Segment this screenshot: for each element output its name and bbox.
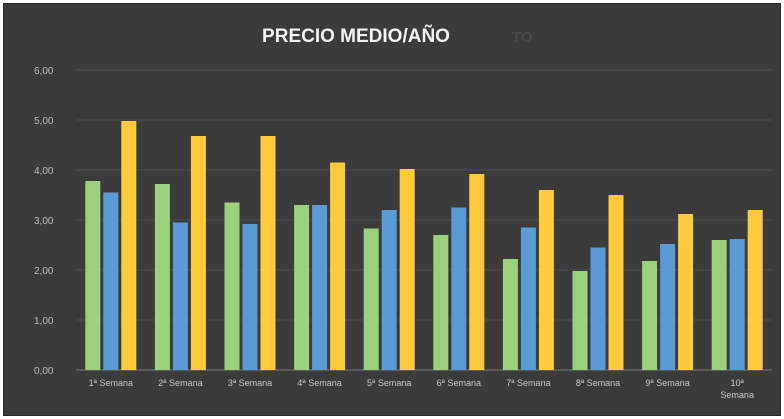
bar xyxy=(121,121,137,370)
bar xyxy=(154,184,170,370)
x-category-label: 3ª Semana xyxy=(228,378,272,388)
bar xyxy=(260,136,276,370)
bar xyxy=(381,210,397,370)
x-category-label: 5ª Semana xyxy=(367,378,411,388)
bar xyxy=(242,224,258,370)
bar xyxy=(642,261,658,370)
x-category-label: 10ª Semana xyxy=(720,378,754,400)
bar xyxy=(103,192,119,370)
x-category-label: 1ª Semana xyxy=(89,378,133,388)
x-category-label: 8ª Semana xyxy=(576,378,620,388)
bar xyxy=(590,247,606,370)
bar xyxy=(538,190,554,370)
bar xyxy=(660,244,676,370)
bar xyxy=(330,162,346,370)
bar xyxy=(608,195,624,370)
y-tick-label: 4,00 xyxy=(34,166,54,177)
bar xyxy=(312,205,328,370)
x-category-label: 2ª Semana xyxy=(158,378,202,388)
x-category-label: 6ª Semana xyxy=(437,378,481,388)
y-tick-label: 0,00 xyxy=(34,366,54,377)
bars xyxy=(85,121,763,370)
y-tick-label: 5,00 xyxy=(34,116,54,127)
bar-chart: PRECIO MEDIO/AÑO TO 0,00 1,00 2,00 3,00 4,00… xyxy=(34,25,772,400)
x-category-label: 9ª Semana xyxy=(645,378,689,388)
bar xyxy=(747,210,763,370)
bar xyxy=(469,174,485,370)
bar xyxy=(502,259,518,370)
x-axis-category-labels: 1ª Semana 2ª Semana 3ª Semana 4ª Semana 5ª S… xyxy=(89,378,754,400)
y-tick-label: 6,00 xyxy=(34,66,54,77)
y-tick-label: 1,00 xyxy=(34,316,54,327)
bar xyxy=(172,222,188,370)
y-tick-label: 2,00 xyxy=(34,266,54,277)
bar xyxy=(678,214,694,370)
bar xyxy=(451,207,467,370)
bar xyxy=(190,136,206,370)
bar xyxy=(520,227,536,370)
bar xyxy=(729,239,745,370)
y-tick-label: 3,00 xyxy=(34,216,54,227)
bar xyxy=(224,202,240,370)
bar xyxy=(711,240,727,370)
x-category-label: 4ª Semana xyxy=(297,378,341,388)
y-axis-tick-labels: 0,00 1,00 2,00 3,00 4,00 5,00 6,00 xyxy=(34,66,54,377)
x-category-label: 7ª Semana xyxy=(506,378,550,388)
bar xyxy=(433,235,449,370)
bar xyxy=(363,228,379,370)
bar xyxy=(572,271,588,370)
chart-title: PRECIO MEDIO/AÑO xyxy=(262,25,450,47)
chart-area: PRECIO MEDIO/AÑO TO 0,00 1,00 2,00 3,00 4,00… xyxy=(3,3,781,416)
bar xyxy=(399,169,415,370)
bar xyxy=(294,205,310,370)
bar xyxy=(85,181,101,370)
chart-title-ghost-text: TO xyxy=(512,29,533,46)
